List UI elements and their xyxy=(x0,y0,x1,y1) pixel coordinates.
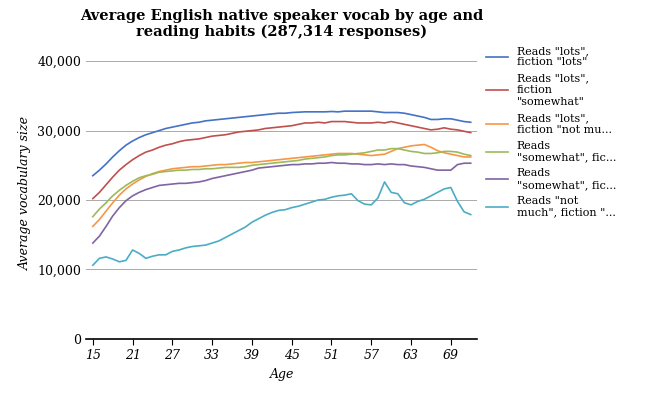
Legend: Reads "lots",
fiction "lots", Reads "lots",
fiction
"somewhat", Reads "lots",
fi: Reads "lots", fiction "lots", Reads "lot… xyxy=(481,41,621,222)
Reads
"somewhat", fic... xyxy=(341,152,349,157)
Line: Reads
"somewhat", fic...: Reads "somewhat", fic... xyxy=(93,162,471,243)
Reads
"somewhat", fic... xyxy=(89,214,97,219)
Reads "lots",
fiction "lots" xyxy=(374,110,382,114)
Line: Reads "lots",
fiction "not mu...: Reads "lots", fiction "not mu... xyxy=(93,145,471,227)
Reads "lots",
fiction "not mu... xyxy=(341,151,349,156)
Reads "lots",
fiction "not mu... xyxy=(420,142,428,147)
Reads
"somewhat", fic... xyxy=(328,160,335,165)
Line: Reads
"somewhat", fic...: Reads "somewhat", fic... xyxy=(93,149,471,217)
Reads "lots",
fiction
"somewhat" xyxy=(467,130,475,135)
Reads
"somewhat", fic... xyxy=(175,181,183,186)
Reads
"somewhat", fic... xyxy=(387,146,395,151)
Line: Reads "lots",
fiction
"somewhat": Reads "lots", fiction "somewhat" xyxy=(93,122,471,199)
Reads
"somewhat", fic... xyxy=(467,153,475,158)
Reads "lots",
fiction
"somewhat" xyxy=(414,125,422,130)
Reads "lots",
fiction
"somewhat" xyxy=(175,139,183,144)
Reads
"somewhat", fic... xyxy=(414,150,422,154)
Reads
"somewhat", fic... xyxy=(467,161,475,165)
Reads
"somewhat", fic... xyxy=(367,149,375,154)
Reads "lots",
fiction
"somewhat" xyxy=(374,120,382,125)
Reads "not
much", fiction "... xyxy=(367,203,375,207)
Reads "lots",
fiction "lots" xyxy=(182,122,190,127)
Reads
"somewhat", fic... xyxy=(453,162,461,167)
Reads "lots",
fiction "lots" xyxy=(341,109,349,113)
Reads "lots",
fiction
"somewhat" xyxy=(347,120,355,125)
Reads "lots",
fiction "lots" xyxy=(467,120,475,125)
Reads "lots",
fiction
"somewhat" xyxy=(89,196,97,201)
Reads "lots",
fiction "lots" xyxy=(453,118,461,123)
Reads
"somewhat", fic... xyxy=(414,164,422,169)
Reads
"somewhat", fic... xyxy=(347,162,355,166)
Reads "lots",
fiction "not mu... xyxy=(467,154,475,159)
Reads "lots",
fiction "not mu... xyxy=(453,153,461,158)
Reads "not
much", fiction "... xyxy=(381,180,389,184)
Reads
"somewhat", fic... xyxy=(374,162,382,166)
Reads
"somewhat", fic... xyxy=(175,168,183,173)
Reads
"somewhat", fic... xyxy=(182,168,190,173)
Y-axis label: Average vocabulary size: Average vocabulary size xyxy=(19,116,32,270)
Reads "lots",
fiction "not mu... xyxy=(367,153,375,158)
Reads "lots",
fiction "not mu... xyxy=(175,166,183,171)
Reads "lots",
fiction "lots" xyxy=(175,123,183,128)
Reads "lots",
fiction "not mu... xyxy=(182,165,190,170)
Reads "not
much", fiction "... xyxy=(453,199,461,204)
Reads "lots",
fiction "lots" xyxy=(414,113,422,118)
Reads
"somewhat", fic... xyxy=(182,181,190,186)
Reads "not
much", fiction "... xyxy=(414,199,422,204)
Title: Average English native speaker vocab by age and
reading habits (287,314 response: Average English native speaker vocab by … xyxy=(80,9,483,39)
Reads "lots",
fiction
"somewhat" xyxy=(328,119,335,124)
Reads "not
much", fiction "... xyxy=(89,263,97,268)
Reads "not
much", fiction "... xyxy=(341,193,349,197)
Reads "lots",
fiction "lots" xyxy=(89,173,97,178)
Reads "not
much", fiction "... xyxy=(175,247,183,252)
Reads
"somewhat", fic... xyxy=(89,241,97,245)
X-axis label: Age: Age xyxy=(270,368,294,381)
Line: Reads "lots",
fiction "lots": Reads "lots", fiction "lots" xyxy=(93,111,471,176)
Reads "not
much", fiction "... xyxy=(182,245,190,250)
Reads "lots",
fiction
"somewhat" xyxy=(453,128,461,132)
Reads
"somewhat", fic... xyxy=(453,150,461,154)
Reads "not
much", fiction "... xyxy=(467,212,475,217)
Reads "lots",
fiction "not mu... xyxy=(89,224,97,229)
Reads "lots",
fiction "lots" xyxy=(347,109,355,113)
Line: Reads "not
much", fiction "...: Reads "not much", fiction "... xyxy=(93,182,471,265)
Reads "lots",
fiction "not mu... xyxy=(407,143,415,148)
Reads "lots",
fiction
"somewhat" xyxy=(182,138,190,143)
